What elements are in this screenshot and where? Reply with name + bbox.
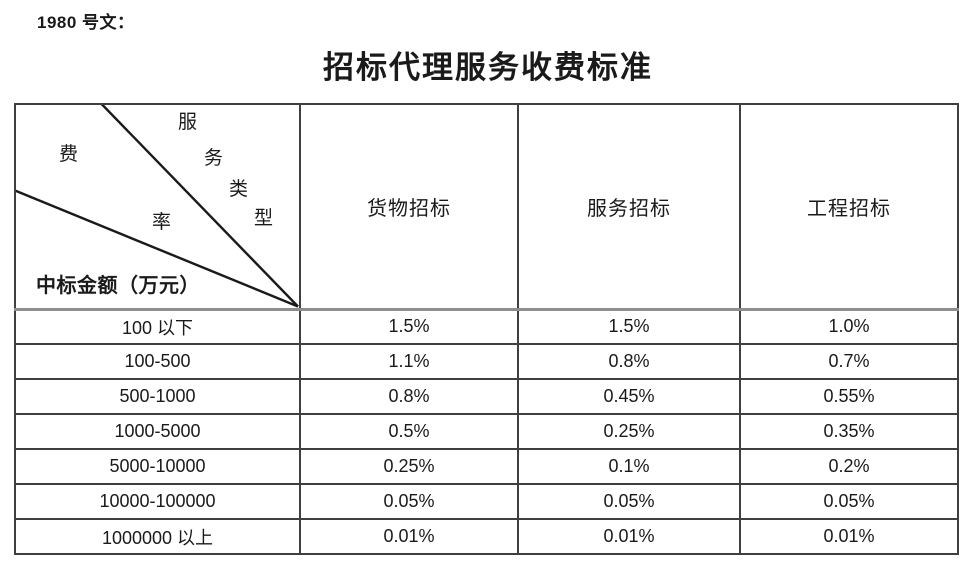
rate-cell: 0.05% xyxy=(517,483,741,520)
row-label: 100 以下 xyxy=(14,308,301,345)
corner-diagonal-area: 服 务 类 型 费 率 中标金额（万元） xyxy=(16,105,299,308)
corner-label-service-type-char: 型 xyxy=(254,208,274,229)
column-header-goods: 货物招标 xyxy=(299,103,519,311)
corner-label-award-amount: 中标金额（万元） xyxy=(36,275,200,297)
corner-label-service-type-char: 类 xyxy=(229,179,249,200)
row-label: 5000-10000 xyxy=(14,448,301,485)
rate-cell: 0.25% xyxy=(299,448,519,485)
rate-cell: 0.55% xyxy=(739,378,959,415)
rate-cell: 0.45% xyxy=(517,378,741,415)
table-row: 1000-5000 0.5% 0.25% 0.35% xyxy=(14,413,959,450)
row-label: 10000-100000 xyxy=(14,483,301,520)
table-row: 10000-100000 0.05% 0.05% 0.05% xyxy=(14,483,959,520)
rate-cell: 0.7% xyxy=(739,343,959,380)
row-label: 500-1000 xyxy=(14,378,301,415)
rate-cell: 0.1% xyxy=(517,448,741,485)
rate-cell: 1.5% xyxy=(299,308,519,345)
corner-header-cell: 服 务 类 型 费 率 中标金额（万元） xyxy=(14,103,301,311)
rate-cell: 0.01% xyxy=(739,518,959,555)
rate-cell: 0.8% xyxy=(517,343,741,380)
row-label: 100-500 xyxy=(14,343,301,380)
table-row: 500-1000 0.8% 0.45% 0.55% xyxy=(14,378,959,415)
rate-cell: 0.25% xyxy=(517,413,741,450)
corner-label-fee-rate-char: 费 xyxy=(59,144,79,165)
row-label: 1000000 以上 xyxy=(14,518,301,555)
table-row: 1000000 以上 0.01% 0.01% 0.01% xyxy=(14,518,959,555)
row-label: 1000-5000 xyxy=(14,413,301,450)
rate-cell: 0.05% xyxy=(299,483,519,520)
column-header-engineering: 工程招标 xyxy=(739,103,959,311)
table-row: 100-500 1.1% 0.8% 0.7% xyxy=(14,343,959,380)
column-header-services: 服务招标 xyxy=(517,103,741,311)
corner-label-service-type-char: 服 xyxy=(178,112,198,133)
doc-reference-number: 1980 号文： xyxy=(37,13,135,32)
rate-cell: 0.2% xyxy=(739,448,959,485)
rate-cell: 0.01% xyxy=(517,518,741,555)
rate-cell: 1.5% xyxy=(517,308,741,345)
rate-cell: 1.0% xyxy=(739,308,959,345)
page-title: 招标代理服务收费标准 xyxy=(323,50,653,85)
corner-label-fee-rate-char: 率 xyxy=(152,212,172,233)
rate-cell: 0.05% xyxy=(739,483,959,520)
rate-cell: 1.1% xyxy=(299,343,519,380)
rate-cell: 0.8% xyxy=(299,378,519,415)
rate-cell: 0.35% xyxy=(739,413,959,450)
fee-standard-table: 服 务 类 型 费 率 中标金额（万元） 货物招标 服务招标 工程招标 100 … xyxy=(14,103,959,555)
rate-cell: 0.01% xyxy=(299,518,519,555)
diagonal-lines xyxy=(16,105,299,308)
corner-label-service-type-char: 务 xyxy=(204,148,224,169)
table-header-row: 服 务 类 型 费 率 中标金额（万元） 货物招标 服务招标 工程招标 xyxy=(14,103,959,311)
rate-cell: 0.5% xyxy=(299,413,519,450)
table-row: 100 以下 1.5% 1.5% 1.0% xyxy=(14,308,959,345)
table-row: 5000-10000 0.25% 0.1% 0.2% xyxy=(14,448,959,485)
